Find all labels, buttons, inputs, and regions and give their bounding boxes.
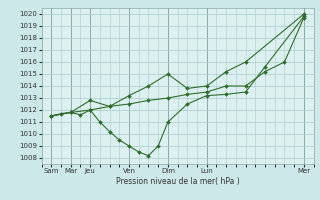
X-axis label: Pression niveau de la mer( hPa ): Pression niveau de la mer( hPa ) bbox=[116, 177, 239, 186]
